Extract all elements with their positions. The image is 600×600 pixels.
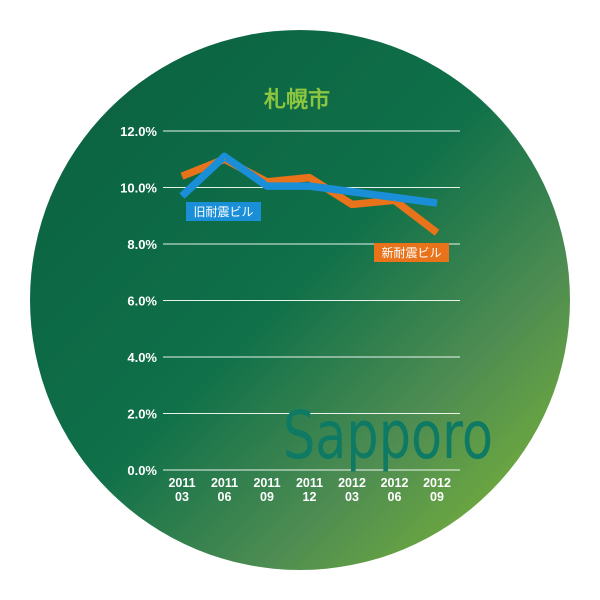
series-label: 旧耐震ビル: [186, 202, 261, 221]
y-tick-label: 2.0%: [127, 407, 157, 422]
x-axis-ticks: 2011 03 2011 06 2011 09 2011 12 2012 03 2012 06 2012…: [168, 476, 451, 504]
y-axis-ticks: 0.0% 2.0% 4.0% 6.0% 8.0% 10.0% 12.0%: [120, 124, 157, 478]
x-tick-label: 2011 03: [168, 476, 195, 504]
y-tick-label: 8.0%: [127, 237, 157, 252]
data-point: [266, 181, 268, 183]
y-tick-label: 12.0%: [120, 124, 157, 139]
data-point: [224, 158, 225, 160]
y-tick-label: 0.0%: [127, 463, 157, 478]
series-label: 新耐震ビル: [374, 243, 449, 262]
data-point: [351, 191, 353, 193]
series-points: [181, 155, 438, 234]
x-tick-label: 2012 06: [381, 476, 409, 504]
sapporo-watermark: Sapporo: [283, 397, 493, 474]
y-tick-label: 10.0%: [120, 181, 157, 196]
series-label-box: [186, 202, 261, 221]
chart-title: 札幌市: [263, 87, 330, 113]
x-tick-label: 2012 03: [338, 476, 366, 504]
data-point: [224, 155, 225, 157]
data-point: [351, 203, 353, 205]
x-tick-label: 2011 09: [253, 476, 280, 504]
x-tick-label: 2011 12: [296, 476, 323, 504]
data-point: [266, 185, 268, 187]
grid: [163, 130, 460, 471]
series-labels: 新耐震ビル 旧耐震ビル: [186, 202, 449, 262]
data-point: [181, 175, 183, 177]
data-point: [436, 202, 438, 204]
data-point: [394, 199, 395, 201]
y-tick-label: 4.0%: [127, 350, 157, 365]
y-tick-label: 6.0%: [127, 294, 157, 309]
x-tick-label: 2011 06: [211, 476, 238, 504]
data-point: [309, 177, 310, 179]
series-label-box: [374, 243, 449, 262]
data-point: [394, 196, 395, 198]
data-point: [309, 185, 310, 187]
series-label-text: 旧耐震ビル: [193, 205, 253, 219]
series-label-text: 新耐震ビル: [381, 245, 441, 260]
data-point: [436, 232, 438, 234]
data-point: [181, 195, 183, 197]
x-tick-label: 2012 09: [423, 476, 451, 504]
